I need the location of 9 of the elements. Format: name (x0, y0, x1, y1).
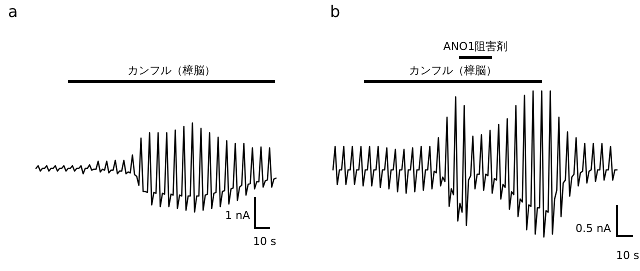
text: ANO1阻害剤 (443, 40, 508, 53)
text: 10 s (616, 249, 640, 262)
annotation: 0.5 nA (576, 222, 611, 235)
text: カンフル（樟脳） (128, 64, 216, 77)
chart-title: b (330, 2, 340, 21)
text: カンフル（樟脳） (409, 64, 497, 77)
text: 10 s (253, 235, 276, 248)
chart-title: a (8, 2, 18, 21)
annotation: 1 nA (225, 209, 250, 222)
